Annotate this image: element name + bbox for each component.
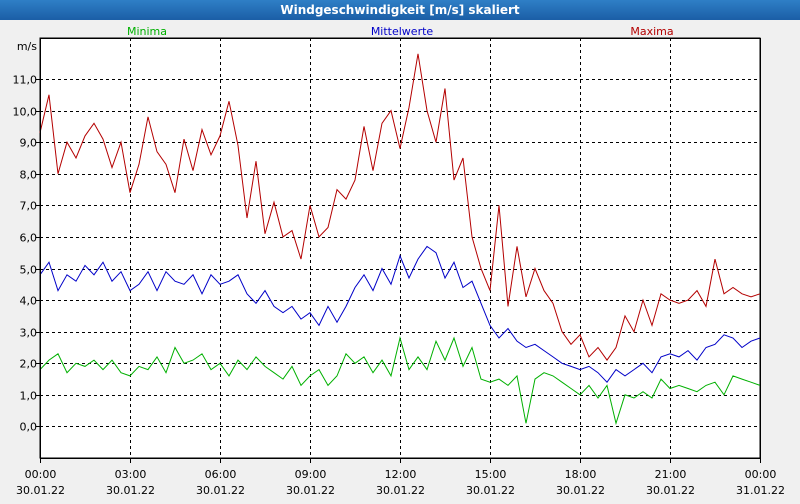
series-line-minima — [39, 336, 761, 426]
y-tick-label: 3,0 — [20, 327, 38, 340]
chart-area: 0,0 1,0 2,0 3,0 4,0 5,0 6,0 7,0 8,0 9,0 10,0 11,0 m/… — [0, 20, 800, 500]
y-tick-label: 11,0 — [13, 74, 38, 87]
plot-border — [40, 38, 761, 459]
legend-minima: Minima — [127, 25, 167, 38]
y-axis-label: m/s — [17, 40, 37, 53]
y-tick-label: 2,0 — [20, 358, 38, 371]
x-tick-label-time: 12:00 — [385, 468, 417, 481]
x-tick-label-time: 06:00 — [205, 468, 237, 481]
x-tick-label-time: 03:00 — [115, 468, 147, 481]
legend-mittelwerte: Mittelwerte — [371, 25, 434, 38]
y-tick-label: 4,0 — [20, 295, 38, 308]
y-tick-label: 10,0 — [13, 106, 38, 119]
chart-title: Windgeschwindigkeit [m/s] skaliert — [0, 0, 800, 20]
x-tick-label-time: 21:00 — [655, 468, 687, 481]
x-tick-label-date: 30.01.22 — [376, 484, 425, 497]
x-tick-label-date: 31.01.22 — [736, 484, 785, 497]
x-tick-label-date: 30.01.22 — [466, 484, 515, 497]
x-tick-label-date: 30.01.22 — [556, 484, 605, 497]
x-tick-label-time: 15:00 — [475, 468, 507, 481]
x-tick-label-date: 30.01.22 — [106, 484, 155, 497]
series-line-maxima — [39, 53, 761, 361]
x-tick-label-time: 00:00 — [25, 468, 57, 481]
y-tick-label: 7,0 — [20, 200, 38, 213]
legend-maxima: Maxima — [630, 25, 673, 38]
x-tick-label-time: 18:00 — [565, 468, 597, 481]
y-tick-label: 5,0 — [20, 264, 38, 277]
x-tick-label-date: 30.01.22 — [286, 484, 335, 497]
x-tick-label-date: 30.01.22 — [196, 484, 245, 497]
x-tick-label-time: 00:00 — [745, 468, 777, 481]
line-chart: 0,0 1,0 2,0 3,0 4,0 5,0 6,0 7,0 8,0 9,0 10,0 11,0 m/… — [13, 25, 785, 497]
x-tick-label-date: 30.01.22 — [646, 484, 695, 497]
y-tick-label: 0,0 — [20, 421, 38, 434]
y-tick-label: 9,0 — [20, 137, 38, 150]
series-line-mittelwerte — [39, 245, 761, 383]
x-tick-label-date: 30.01.22 — [16, 484, 65, 497]
y-tick-label: 8,0 — [20, 169, 38, 182]
x-tick-label-time: 09:00 — [295, 468, 327, 481]
y-tick-label: 6,0 — [20, 232, 38, 245]
y-tick-label: 1,0 — [20, 390, 38, 403]
